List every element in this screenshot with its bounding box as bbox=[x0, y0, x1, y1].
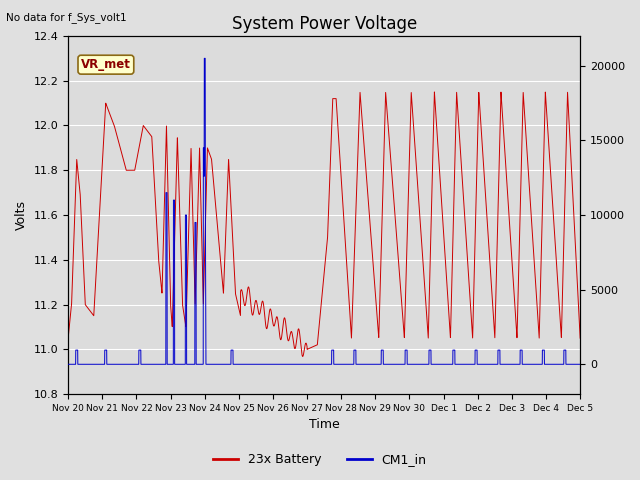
Legend: 23x Battery, CM1_in: 23x Battery, CM1_in bbox=[208, 448, 432, 471]
Text: VR_met: VR_met bbox=[81, 58, 131, 71]
X-axis label: Time: Time bbox=[308, 419, 340, 432]
Title: System Power Voltage: System Power Voltage bbox=[232, 15, 417, 33]
Text: No data for f_Sys_volt1: No data for f_Sys_volt1 bbox=[6, 12, 127, 23]
Y-axis label: Volts: Volts bbox=[15, 200, 28, 230]
